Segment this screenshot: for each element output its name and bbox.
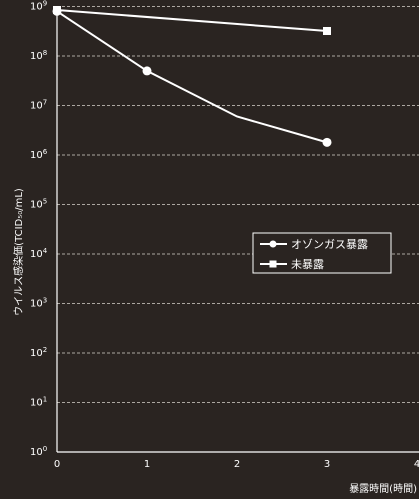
data-point-1-0 [53,5,61,14]
y-tick-label-1: 101 [30,396,47,409]
x-tick-label-3: 3 [324,459,330,470]
y-tick-label-5: 105 [30,198,47,211]
legend-label-1: 未暴露 [291,258,324,271]
y-tick-label-2: 102 [30,346,47,359]
y-tick-label-7: 107 [30,99,47,112]
grid-lines [57,6,419,403]
x-tick-label-1: 1 [144,459,150,470]
series-line-0 [56,10,328,144]
y-tick-labels: 100 101 102 103 104 105 106 107 108 109 [30,0,48,458]
x-tick-labels: 0 1 2 3 4 [54,459,419,470]
data-point-0-1 [142,66,152,76]
y-tick-label-3: 103 [30,297,47,310]
y-tick-label-9: 109 [30,0,47,13]
axes [56,6,419,453]
x-axis-title: 暴露時間(時間) [349,483,417,495]
legend-label-0: オゾンガス暴露 [291,238,368,251]
y-tick-label-6: 106 [30,148,48,161]
series-layer [52,5,332,147]
data-point-0-3 [322,137,332,147]
x-tick-label-2: 2 [234,459,240,470]
data-point-1-1 [323,26,331,35]
series-line-1 [56,8,328,32]
y-tick-label-8: 108 [30,49,47,62]
legend: オゾンガス暴露 未暴露 [252,232,392,274]
y-tick-label-4: 104 [30,247,48,260]
y-axis-title: ウイルス感染価(TCID₅₀/mL) [12,188,25,316]
x-tick-label-4: 4 [414,459,419,470]
x-tick-label-0: 0 [54,459,60,470]
y-tick-label-0: 100 [30,445,47,458]
legend-swatch-square-marker [269,260,277,268]
legend-swatch-circle-marker [269,240,277,248]
